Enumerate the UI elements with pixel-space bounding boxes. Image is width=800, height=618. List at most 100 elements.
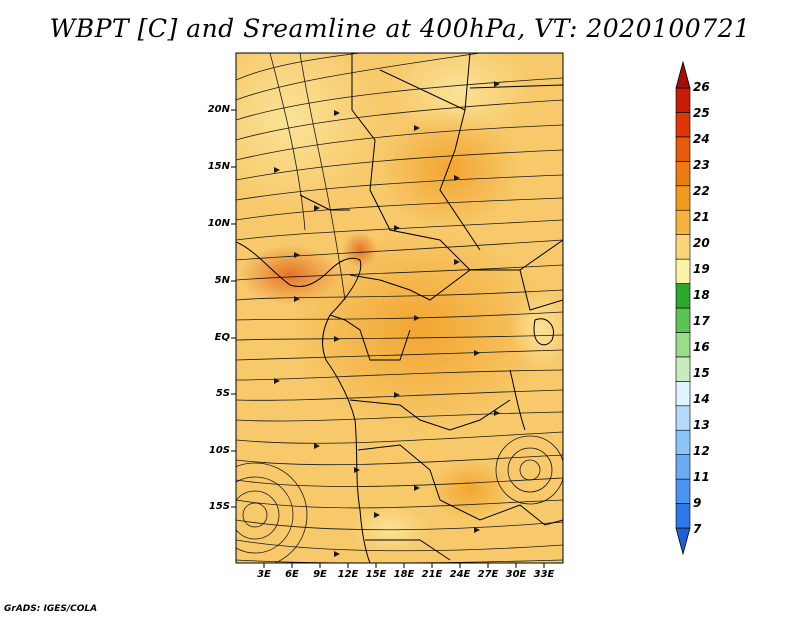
colorbar-label-9: 9 <box>693 496 702 510</box>
colorbar-label-21: 21 <box>693 210 710 224</box>
streamline <box>236 149 563 181</box>
colorbar-label-17: 17 <box>693 314 710 328</box>
streamline <box>236 239 563 261</box>
grads-credit: GrADS: IGES/COLA <box>4 604 98 614</box>
colorbar-label-12: 12 <box>693 444 710 458</box>
lat-label-20n: 20N <box>207 104 230 115</box>
colorbar-arrow-low <box>675 527 691 556</box>
lat-label-5s: 5S <box>215 388 230 399</box>
arrow-head <box>494 81 500 87</box>
lat-label-10n: 10N <box>207 218 230 229</box>
streamlines <box>236 53 563 563</box>
colorbar-segment <box>675 258 691 284</box>
arrow-head <box>394 392 400 398</box>
warm-zone-northeast <box>380 110 520 230</box>
lon-label-24e: 24E <box>449 569 471 580</box>
cool-zone-northwest <box>236 53 380 210</box>
border-angola <box>357 444 441 501</box>
colorbar-segment <box>675 234 691 260</box>
vortex-southwest <box>236 462 308 563</box>
border-congo <box>329 314 411 361</box>
arrow-head <box>454 175 460 181</box>
arrow-head <box>474 527 480 533</box>
streamline <box>236 77 563 121</box>
border-sudan-east <box>439 109 481 251</box>
streamline <box>236 53 361 81</box>
lat-ticks <box>231 109 236 508</box>
colorbar-label-24: 24 <box>693 132 710 146</box>
colorbar-label-19: 19 <box>693 262 710 276</box>
colorbar-label-7: 7 <box>693 522 702 536</box>
colorbar-segment <box>675 381 691 407</box>
streamline <box>236 369 563 381</box>
streamline <box>236 124 563 161</box>
border-namibia <box>365 539 451 561</box>
vortex-southwest <box>236 490 280 540</box>
arrow-head <box>454 259 460 265</box>
country-borders <box>236 53 563 563</box>
streamline <box>236 53 481 101</box>
colorbar-segment <box>675 136 691 162</box>
arrow-head <box>294 296 300 302</box>
colorbar-label-15: 15 <box>693 366 710 380</box>
streamline <box>236 289 563 301</box>
streamline <box>236 411 563 422</box>
colorbar-segment <box>675 185 691 211</box>
streamline <box>236 174 563 201</box>
lon-ticks <box>263 563 545 568</box>
streamline <box>236 349 563 361</box>
lake-victoria <box>533 318 554 346</box>
colorbar-segment <box>675 209 691 235</box>
arrow-head <box>374 512 380 518</box>
colorbar-label-16: 16 <box>693 340 710 354</box>
vortex-southwest <box>236 476 294 554</box>
lon-label-9e: 9E <box>313 569 327 580</box>
colorbar-label-14: 14 <box>693 392 710 406</box>
border-zambia <box>439 499 563 526</box>
colorbar-segment <box>675 429 691 455</box>
lat-label-5n: 5N <box>214 275 230 286</box>
coastline-atlantic <box>322 314 371 563</box>
colorbar-label-25: 25 <box>693 106 710 120</box>
arrow-head <box>274 378 280 384</box>
arrow-head <box>414 315 420 321</box>
colorbar-label-11: 11 <box>693 470 710 484</box>
arrow-head <box>414 125 420 131</box>
streamline <box>236 389 563 401</box>
colorbar-label-13: 13 <box>693 418 710 432</box>
streamline <box>236 99 563 141</box>
streamline <box>236 264 563 281</box>
lon-label-3e: 3E <box>257 569 271 580</box>
colorbar-label-26: 26 <box>693 80 710 94</box>
streamline-arrows <box>274 81 500 557</box>
arrow-head <box>314 205 320 211</box>
streamline <box>236 539 563 552</box>
map-frame <box>235 52 564 564</box>
colorbar-segment <box>675 478 691 504</box>
arrow-head <box>494 410 500 416</box>
arrow-head <box>334 336 340 342</box>
arrow-head <box>474 350 480 356</box>
lon-label-18e: 18E <box>393 569 415 580</box>
colorbar-segment <box>675 405 691 431</box>
arrow-head <box>314 443 320 449</box>
streamline <box>236 477 563 487</box>
warm-zone-central <box>290 230 550 430</box>
lon-label-6e: 6E <box>285 569 299 580</box>
colorbar-arrow-high <box>675 60 691 89</box>
colorbar-segment <box>675 283 691 309</box>
lat-label-15s: 15S <box>208 501 230 512</box>
lon-label-27e: 27E <box>477 569 499 580</box>
vortex-southwest <box>242 502 268 528</box>
border-kenya <box>519 269 563 311</box>
border-car-drc <box>349 269 471 301</box>
colorbar-segment <box>675 503 691 529</box>
lon-label-33e: 33E <box>533 569 555 580</box>
lon-label-12e: 12E <box>337 569 359 580</box>
streamline <box>236 219 563 241</box>
coastline-west-africa <box>236 241 362 316</box>
lon-label-30e: 30E <box>505 569 527 580</box>
colorbar-label-23: 23 <box>693 158 710 172</box>
colorbar-label-20: 20 <box>693 236 710 250</box>
colorbar-segment <box>675 161 691 187</box>
